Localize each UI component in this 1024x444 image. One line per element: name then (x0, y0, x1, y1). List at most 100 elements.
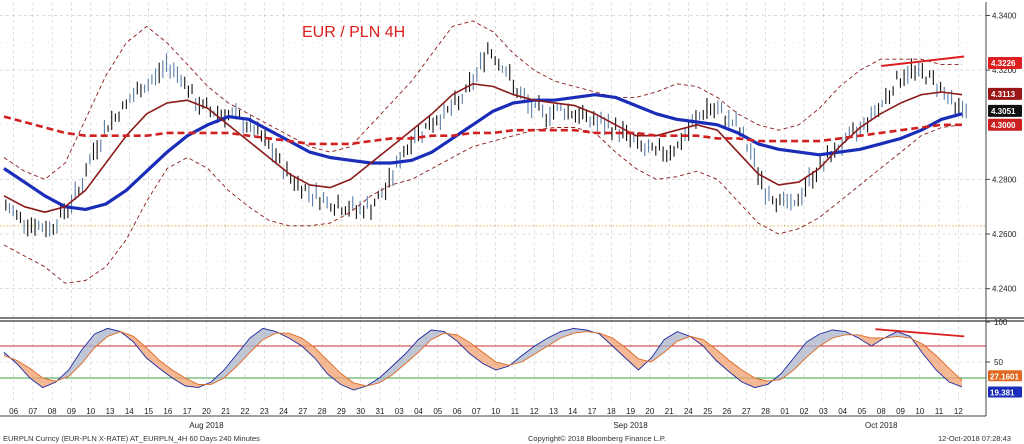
x-day-label: 20 (202, 407, 211, 416)
price-tick-label: 4.3400 (992, 11, 1017, 20)
x-month-label: Oct 2018 (865, 421, 898, 430)
x-day-label: 28 (761, 407, 770, 416)
price-badge-label: 4.3226 (991, 59, 1016, 68)
osc-fill-segment (728, 360, 742, 382)
osc-series-slow (3, 331, 963, 387)
x-day-label: 03 (395, 407, 404, 416)
x-day-label: 23 (260, 407, 269, 416)
osc-fill-segment (547, 331, 561, 346)
osc-fill-segment (625, 347, 639, 370)
osc-fill-segment (405, 339, 419, 364)
osc-fill-segment (42, 378, 56, 388)
osc-fill-segment (249, 328, 263, 353)
x-day-label: 18 (607, 407, 616, 416)
osc-fill-segment (793, 342, 807, 370)
x-day-label: 06 (453, 407, 462, 416)
osc-fill-segment (819, 330, 833, 346)
osc-fill-segment (133, 336, 147, 358)
x-day-label: 25 (703, 407, 712, 416)
osc-fill-segment (159, 360, 173, 378)
osc-fill-segment (81, 334, 95, 364)
osc-fill-segment (16, 360, 30, 378)
x-day-label: 24 (684, 407, 693, 416)
series-ma-flat-dashed (3, 115, 962, 146)
series-bollinger-lower (3, 124, 963, 284)
osc-fill-segment (780, 358, 794, 380)
price-badge-label: 4.3000 (991, 121, 1016, 130)
series-ma-mid (3, 83, 963, 213)
x-day-label: 19 (626, 407, 635, 416)
x-day-label: 31 (376, 407, 385, 416)
osc-fill-segment (301, 338, 315, 358)
osc-fill-segment (521, 346, 535, 362)
x-day-label: 07 (472, 407, 481, 416)
x-day-label: 12 (530, 407, 539, 416)
x-day-label: 27 (742, 407, 751, 416)
osc-fill-segment (224, 354, 238, 378)
price-trendline (881, 55, 965, 68)
osc-badge (988, 386, 1022, 398)
chart-title: EUR / PLN 4H (302, 24, 405, 41)
osc-badge (988, 370, 1022, 382)
bollinger-bands (3, 20, 963, 284)
osc-fill-segment (29, 368, 43, 388)
moving-averages (3, 55, 965, 213)
x-day-label: 10 (915, 407, 924, 416)
series-ma-long (3, 93, 963, 211)
osc-badge-label: 19.381 (990, 388, 1015, 397)
osc-fill-segment (68, 350, 82, 377)
x-day-label: 28 (318, 407, 327, 416)
footer-left: EURPLN Curncy (EUR-PLN X-RATE) AT_EURPLN… (3, 434, 260, 443)
osc-fill-segment (560, 328, 574, 338)
price-badge (988, 118, 1022, 131)
osc-fill-segment (716, 349, 729, 372)
osc-tick-label: 100 (994, 318, 1008, 327)
x-day-label: 02 (800, 407, 809, 416)
osc-fill-segment (664, 331, 678, 353)
osc-series-fast (3, 327, 963, 391)
oscillator-panel (0, 327, 986, 391)
x-day-label: 21 (665, 407, 674, 416)
osc-fill-segment (703, 339, 717, 361)
osc-fill-segment (314, 347, 328, 374)
x-day-label: 13 (106, 407, 115, 416)
x-day-label: 17 (588, 407, 597, 416)
osc-fill-segment (392, 354, 406, 375)
x-day-label: 09 (67, 407, 76, 416)
osc-fill-segment (431, 330, 445, 340)
x-day-label: 15 (144, 407, 153, 416)
osc-fill-segment (534, 338, 548, 354)
osc-fill-segment (418, 330, 432, 353)
x-day-label: 09 (896, 407, 905, 416)
x-day-label: 08 (48, 407, 57, 416)
x-day-label: 07 (28, 407, 37, 416)
price-tick-label: 4.2800 (992, 175, 1017, 184)
x-day-label: 05 (858, 407, 867, 416)
x-month-label: Aug 2018 (189, 421, 224, 430)
x-day-label: 10 (491, 407, 500, 416)
x-day-label: 14 (125, 407, 134, 416)
price-badge (988, 87, 1022, 100)
x-day-label: 16 (163, 407, 172, 416)
osc-fill-segment (327, 360, 341, 385)
osc-fill-segment (612, 338, 626, 358)
price-tick-label: 4.2400 (992, 285, 1017, 294)
footer-right: 12-Oct-2018 07:28:43 (938, 434, 1011, 443)
osc-fill-segment (923, 344, 937, 370)
x-day-label: 13 (549, 407, 558, 416)
x-day-label: 08 (877, 407, 886, 416)
price-badge-label: 4.3113 (991, 90, 1016, 99)
osc-fill-segment (94, 328, 108, 348)
osc-fill-segment (832, 330, 846, 338)
osc-fill-segment (457, 334, 471, 354)
x-day-label: 22 (241, 407, 250, 416)
x-day-label: 11 (935, 407, 944, 416)
x-day-label: 10 (86, 407, 95, 416)
osc-tick-label: 50 (994, 358, 1003, 367)
osc-fill-segment (146, 347, 160, 369)
osc-fill-segment (107, 328, 121, 337)
osc-fill-segment (495, 362, 509, 370)
osc-fill-segment (379, 366, 393, 383)
osc-fill-segment (237, 338, 250, 366)
x-day-label: 04 (414, 407, 423, 416)
